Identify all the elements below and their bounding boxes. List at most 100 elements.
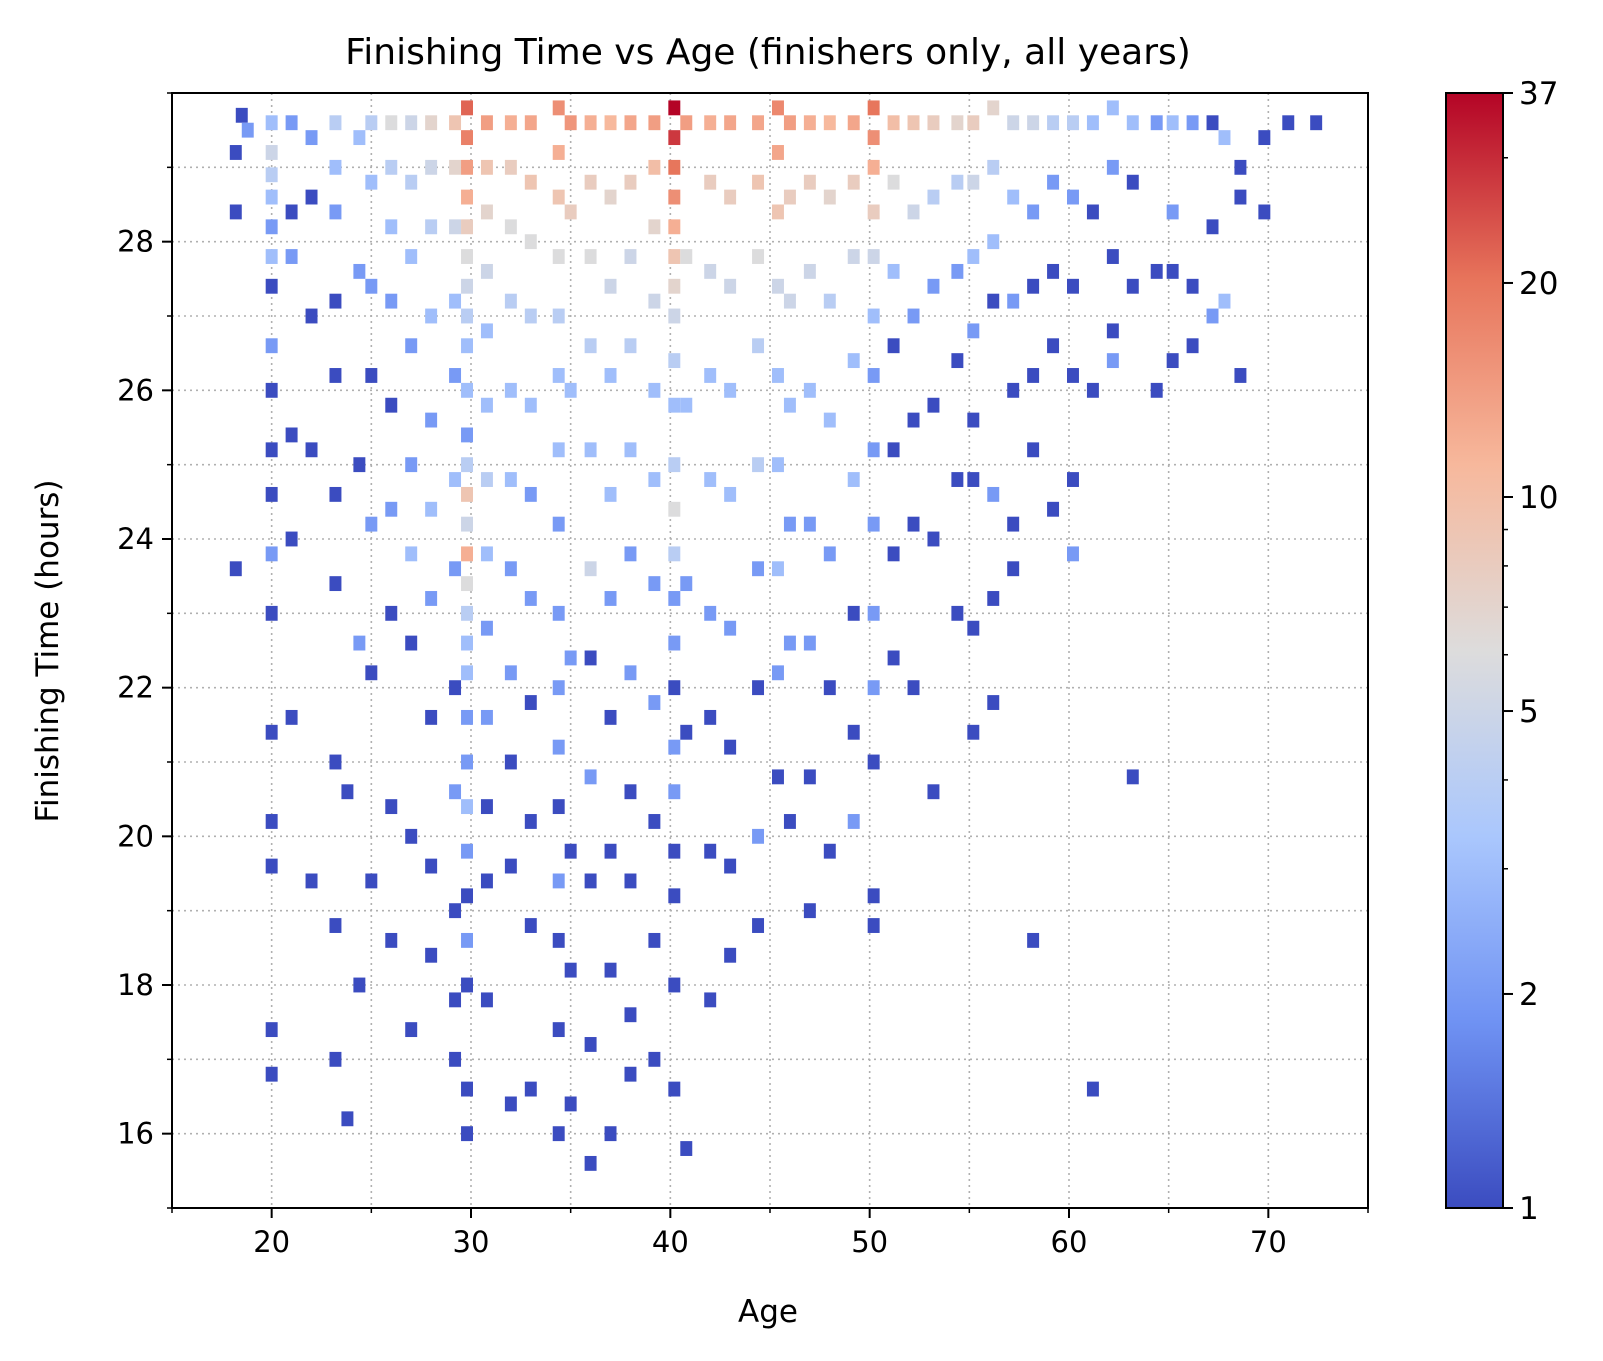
heatmap-cell <box>480 709 493 725</box>
heatmap-cell <box>584 174 597 190</box>
heatmap-cell <box>867 204 880 220</box>
heatmap-cell <box>1067 472 1079 487</box>
heatmap-cell <box>329 159 342 175</box>
heatmap-cell <box>385 501 398 517</box>
heatmap-cell <box>504 754 517 770</box>
heatmap-cell <box>604 709 617 725</box>
heatmap-cell <box>480 204 493 220</box>
heatmap-cell <box>461 1126 473 1142</box>
heatmap-cell <box>823 412 836 428</box>
heatmap-cell <box>867 442 880 458</box>
heatmap-cell <box>265 442 278 458</box>
heatmap-cell <box>552 932 565 948</box>
heatmap-cell <box>405 635 418 651</box>
colorbar-tick-label: 5 <box>1519 694 1539 730</box>
heatmap-cell <box>771 561 784 577</box>
heatmap-cell <box>405 457 418 473</box>
heatmap-cell <box>1007 189 1020 205</box>
colorbar-tick-label: 20 <box>1519 266 1558 302</box>
heatmap-cell <box>1047 174 1060 190</box>
heatmap-cell <box>704 843 717 859</box>
colorbar: 1 2 5 10 20 37 <box>1445 76 1558 1227</box>
y-tick-label: 24 <box>117 522 154 556</box>
heatmap-cell <box>524 695 537 710</box>
heatmap-cell <box>1067 368 1079 383</box>
heatmap-cell <box>927 531 940 547</box>
heatmap-cell <box>524 591 537 606</box>
heatmap-cell <box>668 397 681 413</box>
heatmap-cell <box>365 174 378 190</box>
heatmap-cell <box>1086 115 1099 131</box>
heatmap-cell <box>668 784 681 800</box>
heatmap-cell <box>624 546 637 562</box>
heatmap-cell <box>564 382 577 398</box>
heatmap-cell <box>480 620 493 636</box>
heatmap-cell <box>668 278 681 294</box>
heatmap-cell <box>265 546 278 562</box>
colorbar-tick-label: 37 <box>1519 76 1558 112</box>
heatmap-cell <box>329 918 342 933</box>
heatmap-cell <box>405 249 418 264</box>
heatmap-cell <box>867 308 880 324</box>
heatmap-cell <box>449 903 462 919</box>
heatmap-cell <box>461 635 473 651</box>
heatmap-cell <box>449 219 462 235</box>
heatmap-cell <box>449 784 462 800</box>
heatmap-cell <box>461 932 473 948</box>
heatmap-cell <box>365 516 378 532</box>
heatmap-cell <box>704 992 717 1008</box>
heatmap-cell <box>771 204 784 220</box>
heatmap-cell <box>461 249 473 264</box>
y-tick-label: 16 <box>117 1117 154 1151</box>
heatmap-cell <box>704 605 717 621</box>
y-tick-label: 22 <box>117 671 154 705</box>
heatmap-cell <box>823 293 836 309</box>
heatmap-cell <box>752 918 765 933</box>
heatmap-cell <box>1150 263 1163 279</box>
heatmap-cell <box>480 873 493 889</box>
heatmap-cell <box>385 115 398 131</box>
heatmap-cell <box>584 338 597 354</box>
heatmap-cell <box>461 516 473 532</box>
heatmap-cell <box>823 680 836 696</box>
heatmap-cell <box>461 338 473 354</box>
heatmap-cell <box>524 308 537 324</box>
heatmap-cell <box>1007 561 1020 577</box>
heatmap-cell <box>353 977 366 993</box>
heatmap-cell <box>668 1081 681 1097</box>
heatmap-cell <box>461 278 473 294</box>
colorbar-gradient <box>1445 92 1504 1209</box>
heatmap-cell <box>461 576 473 592</box>
heatmap-cell <box>724 278 737 294</box>
heatmap-cell <box>584 1155 597 1171</box>
heatmap-cell <box>480 472 493 487</box>
heatmap-cell <box>1027 442 1040 458</box>
heatmap-cell <box>1258 130 1271 146</box>
heatmap-cell <box>1027 115 1040 131</box>
heatmap-cell <box>967 724 980 740</box>
heatmap-cell <box>229 204 242 220</box>
heatmap-cell <box>425 501 438 517</box>
heatmap-cell <box>1106 159 1119 175</box>
heatmap-cell <box>461 754 473 770</box>
heatmap-cell <box>385 159 398 175</box>
heatmap-cell <box>584 115 597 131</box>
heatmap-cell <box>704 174 717 190</box>
heatmap-cell <box>967 249 980 264</box>
heatmap-cell <box>604 278 617 294</box>
heatmap-cell <box>1106 353 1119 369</box>
heatmap-cell <box>648 932 661 948</box>
heatmap-cell <box>1086 1081 1099 1097</box>
heatmap-cell <box>353 457 366 473</box>
heatmap-cell <box>887 650 900 666</box>
heatmap-cell <box>449 293 462 309</box>
heatmap-cell <box>265 145 278 160</box>
heatmap-cell <box>305 189 318 205</box>
heatmap-cell <box>365 278 378 294</box>
heatmap-cell <box>265 338 278 354</box>
heatmap-cell <box>1126 278 1139 294</box>
heatmap-cell <box>1258 204 1271 220</box>
heatmap-cell <box>1067 189 1079 205</box>
heatmap-cell <box>1234 368 1247 383</box>
